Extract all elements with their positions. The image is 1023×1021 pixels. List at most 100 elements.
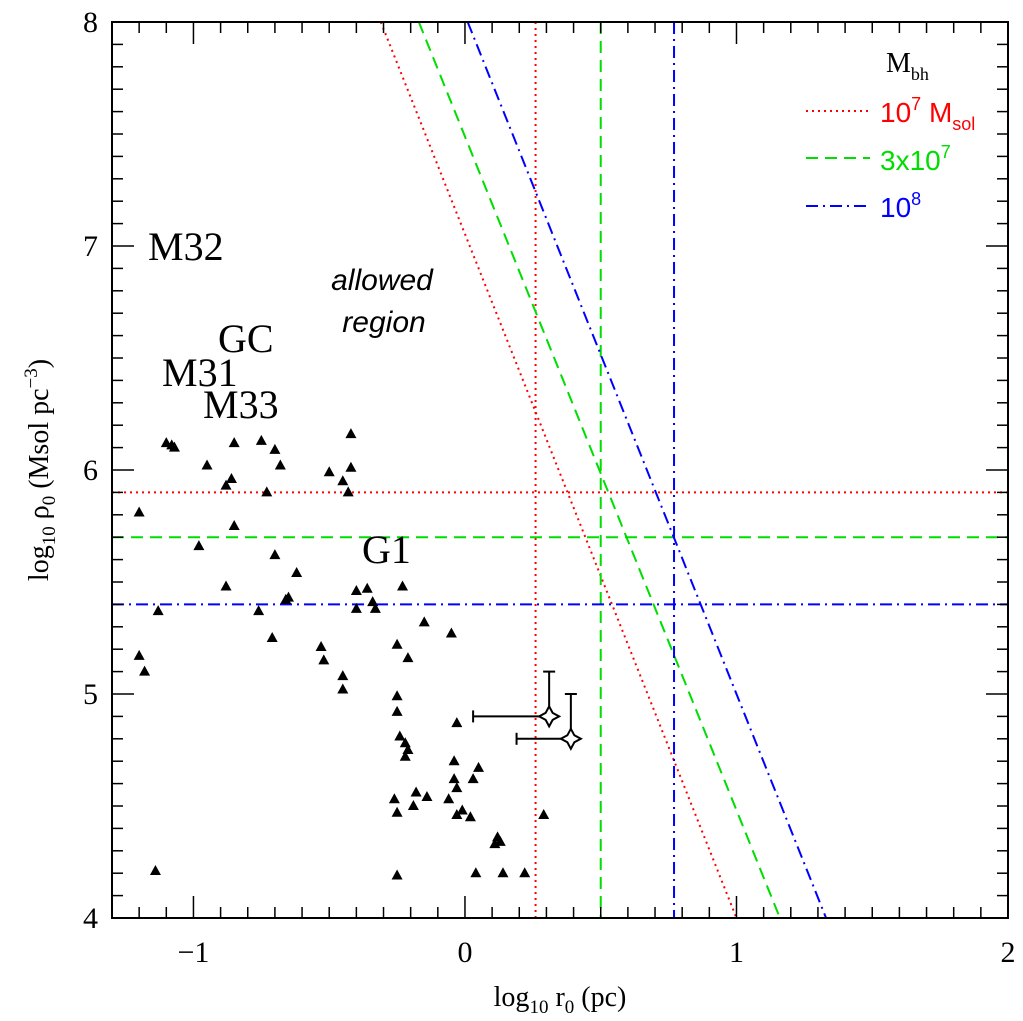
galaxy-label-m32: M32	[148, 224, 224, 269]
x-tick-label: 0	[457, 936, 472, 969]
x-axis-title-r-sub: 0	[565, 997, 575, 1018]
triangle-point	[225, 472, 237, 483]
y-tick-label: 4	[83, 902, 98, 935]
axis-ticks	[111, 21, 1009, 919]
galaxy-label-g1: G1	[362, 527, 411, 572]
triangle-point	[367, 596, 379, 607]
constraint-diagonal-line	[466, 21, 828, 919]
legend-title-m: M	[886, 48, 911, 79]
triangle-point	[445, 627, 457, 638]
triangle-point	[443, 793, 455, 804]
triangle-point	[391, 638, 403, 649]
star-point	[537, 704, 562, 729]
triangle-point	[451, 782, 463, 793]
legend-3e7-base: 3x10	[880, 145, 941, 176]
constraint-diagonal-line	[379, 21, 738, 919]
triangle-point	[456, 804, 468, 815]
triangle-point	[448, 755, 460, 766]
x-axis-title: log10 r0 (pc)	[494, 982, 627, 1018]
triangle-point	[464, 811, 476, 822]
triangle-point	[274, 459, 286, 470]
triangle-point	[394, 730, 406, 741]
triangle-point	[402, 652, 414, 663]
triangle-point	[519, 867, 531, 878]
triangle-point	[337, 670, 349, 681]
triangle-point	[418, 616, 430, 627]
triangle-point	[489, 838, 501, 849]
legend-1e7-m: M	[921, 97, 952, 128]
galaxy-label-m33: M33	[203, 382, 279, 427]
triangle-point	[149, 864, 161, 875]
triangle-point	[345, 461, 357, 472]
triangle-point	[261, 486, 273, 497]
x-tick-label: 2	[1001, 936, 1016, 969]
triangle-point	[391, 869, 403, 880]
star-point	[558, 726, 583, 751]
x-tick-label: −1	[177, 936, 209, 969]
triangle-point	[220, 479, 232, 490]
star-points	[472, 670, 583, 751]
triangle-point	[266, 632, 278, 642]
triangle-point	[269, 549, 281, 560]
triangle-point	[421, 791, 433, 802]
triangle-point	[323, 466, 335, 477]
triangle-point	[410, 786, 422, 797]
triangle-point	[451, 808, 463, 819]
legend-3e7-exp: 7	[941, 142, 951, 162]
triangle-point	[497, 867, 509, 878]
triangle-point	[470, 867, 482, 878]
triangle-point	[201, 459, 213, 470]
annotation-allowed: allowed	[331, 264, 434, 297]
triangle-point	[350, 602, 362, 613]
annotation-region: region	[342, 306, 425, 339]
triangle-point	[451, 717, 463, 728]
triangle-point	[133, 506, 145, 517]
triangle-point	[253, 605, 265, 616]
y-axis-title-unit-sup: −3	[21, 368, 42, 388]
legend: Mbh 107 Msol 3x107 108	[806, 48, 975, 223]
y-axis-title: log10 ρ0 (Msol pc−3)	[21, 359, 60, 581]
triangle-point	[391, 705, 403, 716]
legend-1e7-exp: 7	[911, 94, 921, 114]
y-tick-label: 5	[83, 678, 98, 711]
triangle-point	[391, 806, 403, 817]
triangle-point	[467, 773, 479, 784]
x-axis-title-unit: (pc)	[574, 982, 626, 1013]
legend-title: Mbh	[886, 48, 929, 84]
y-tick-label: 6	[83, 454, 98, 487]
legend-1e7-base: 10	[880, 97, 911, 128]
legend-1e7-sub: sol	[952, 114, 975, 134]
triangle-point	[315, 640, 327, 651]
triangle-point	[337, 683, 349, 694]
triangle-point	[318, 654, 330, 665]
triangle-point	[168, 441, 180, 452]
triangle-point	[407, 800, 419, 810]
triangle-point	[350, 584, 362, 595]
constraint-diagonal-line	[417, 21, 781, 919]
x-axis-title-log-sub: 10	[529, 997, 548, 1018]
triangle-point	[538, 808, 550, 819]
triangle-point	[342, 486, 354, 497]
triangle-point	[228, 520, 240, 530]
galaxy-label-gc: GC	[218, 316, 274, 361]
triangle-point	[337, 475, 349, 486]
triangle-point	[391, 690, 403, 701]
triangle-point	[133, 649, 145, 660]
triangle-point	[399, 750, 411, 761]
y-axis-title-log: log	[24, 545, 55, 581]
triangle-point	[220, 580, 232, 591]
triangle-point	[473, 761, 485, 772]
triangle-point	[361, 582, 373, 593]
triangle-point	[369, 602, 381, 613]
y-axis-title-close: )	[24, 359, 55, 368]
triangle-point	[448, 773, 460, 784]
x-axis-title-r: r	[548, 982, 565, 1013]
y-axis-title-unit: (Msol pc	[24, 388, 55, 495]
y-tick-label: 7	[83, 230, 98, 263]
legend-1e8-exp: 8	[911, 189, 921, 209]
x-axis-title-log: log	[494, 982, 530, 1013]
tick-labels: −1 0 1 2 4 5 6 7 8	[83, 6, 1016, 969]
y-axis-title-log-sub: 10	[39, 526, 60, 545]
plot-frame	[111, 21, 1009, 919]
